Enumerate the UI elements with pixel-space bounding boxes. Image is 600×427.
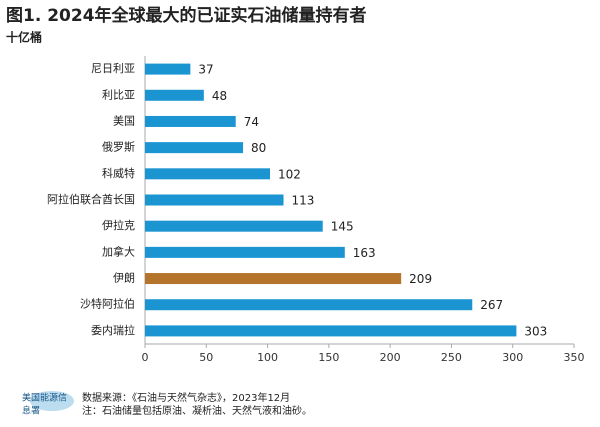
value-label: 80 bbox=[251, 141, 266, 155]
y-tick-label: 利比亚 bbox=[102, 88, 135, 101]
x-tick-label: 300 bbox=[502, 351, 523, 364]
y-tick-label: 阿拉伯联合酋长国 bbox=[47, 192, 135, 206]
y-tick-label: 伊拉克 bbox=[102, 218, 135, 232]
bar bbox=[145, 325, 517, 337]
value-label: 267 bbox=[480, 298, 503, 312]
bar bbox=[145, 115, 236, 127]
y-tick-label: 俄罗斯 bbox=[102, 141, 135, 154]
value-label: 303 bbox=[524, 324, 547, 338]
x-tick-label: 350 bbox=[564, 351, 585, 364]
bar bbox=[145, 246, 345, 258]
y-tick-label: 尼日利亚 bbox=[91, 62, 135, 75]
y-tick-label: 加拿大 bbox=[102, 244, 135, 258]
value-label: 102 bbox=[278, 167, 301, 181]
value-label: 209 bbox=[409, 272, 432, 286]
value-label: 74 bbox=[244, 115, 259, 129]
value-label: 163 bbox=[353, 246, 376, 260]
value-label: 48 bbox=[212, 89, 227, 103]
value-label: 145 bbox=[331, 220, 354, 234]
x-tick-label: 150 bbox=[318, 351, 339, 364]
logo-text: 息署 bbox=[22, 405, 40, 417]
bar bbox=[145, 194, 284, 206]
bar bbox=[145, 89, 204, 101]
bar bbox=[145, 299, 473, 311]
note: 注：石油储量包括原油、凝析油、天然气液和油砂。 bbox=[82, 404, 312, 417]
chart-subtitle: 十亿桶 bbox=[6, 30, 42, 45]
x-tick-label: 100 bbox=[257, 351, 278, 364]
logo-text: 美国能源信 bbox=[22, 392, 67, 404]
bar bbox=[145, 273, 402, 285]
bar bbox=[145, 168, 271, 180]
logo-swirl bbox=[30, 391, 74, 411]
value-label: 113 bbox=[292, 194, 315, 208]
y-tick-label: 委内瑞拉 bbox=[91, 323, 135, 337]
y-tick-label: 美国 bbox=[113, 114, 135, 127]
source: 数据来源：《石油与天然气杂志》，2023年12月 bbox=[82, 391, 290, 404]
x-tick-label: 200 bbox=[380, 351, 401, 364]
x-tick-label: 250 bbox=[441, 351, 462, 364]
y-tick-label: 伊朗 bbox=[113, 272, 135, 285]
chart-title: 图1. 2024年全球最大的已证实石油储量持有者 bbox=[6, 5, 367, 26]
y-tick-label: 沙特阿拉伯 bbox=[80, 297, 135, 311]
x-tick-label: 0 bbox=[142, 351, 149, 364]
bar bbox=[145, 142, 244, 154]
bar bbox=[145, 63, 191, 75]
y-tick-label: 科威特 bbox=[102, 166, 135, 180]
value-label: 37 bbox=[198, 63, 213, 77]
x-tick-label: 50 bbox=[199, 351, 213, 364]
bar bbox=[145, 220, 323, 232]
